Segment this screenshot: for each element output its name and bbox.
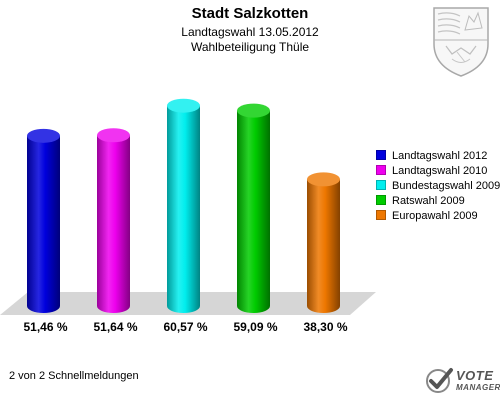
- vote-manager-logo: VOTE MANAGER: [424, 365, 500, 397]
- data-label: 60,57 %: [163, 320, 207, 334]
- checkmark-icon: [426, 368, 453, 393]
- legend-label: Europawahl 2009: [392, 210, 478, 222]
- legend-item: Europawahl 2009: [376, 209, 500, 224]
- bar-body: [27, 135, 60, 313]
- bar: [167, 98, 200, 313]
- legend-label: Landtagswahl 2012: [392, 150, 488, 162]
- coat-of-arms-icon: [433, 7, 489, 77]
- legend-swatch: [376, 210, 386, 220]
- chart-subtitle-district: Wahlbeteiligung Thüle: [190, 40, 310, 54]
- legend-label: Ratswahl 2009: [392, 195, 465, 207]
- bar-body: [237, 110, 270, 313]
- data-label: 59,09 %: [233, 320, 277, 334]
- bar-cap: [237, 103, 270, 118]
- bar-cap: [167, 98, 200, 113]
- bar-cap: [27, 128, 60, 143]
- bar: [27, 128, 60, 313]
- bar-cap: [97, 128, 130, 143]
- chart-title: Stadt Salzkotten: [191, 5, 309, 22]
- legend-swatch: [376, 180, 386, 190]
- legend-label: Landtagswahl 2010: [392, 165, 488, 177]
- bar: [307, 172, 340, 313]
- data-label: 51,46 %: [23, 320, 67, 334]
- logo-text-manager: MANAGER: [456, 383, 500, 392]
- logo-text-vote: VOTE: [456, 368, 494, 383]
- data-label: 51,64 %: [93, 320, 137, 334]
- legend-item: Landtagswahl 2010: [376, 164, 500, 179]
- bar-cap: [307, 172, 340, 187]
- bar: [237, 103, 270, 313]
- legend-swatch: [376, 150, 386, 160]
- bar-body: [97, 135, 130, 313]
- legend-label: Bundestagswahl 2009: [392, 180, 500, 192]
- legend-swatch: [376, 195, 386, 205]
- legend-item: Bundestagswahl 2009: [376, 179, 500, 194]
- legend-swatch: [376, 165, 386, 175]
- bar-body: [167, 105, 200, 313]
- report-count: 2 von 2 Schnellmeldungen: [9, 370, 139, 382]
- bar: [97, 128, 130, 313]
- data-label: 38,30 %: [303, 320, 347, 334]
- bar-body: [307, 179, 340, 313]
- legend-item: Landtagswahl 2012: [376, 149, 500, 164]
- chart-subtitle-election: Landtagswahl 13.05.2012: [181, 25, 319, 39]
- legend-item: Ratswahl 2009: [376, 194, 500, 209]
- chart-legend: Landtagswahl 2012 Landtagswahl 2010 Bundes…: [376, 149, 500, 224]
